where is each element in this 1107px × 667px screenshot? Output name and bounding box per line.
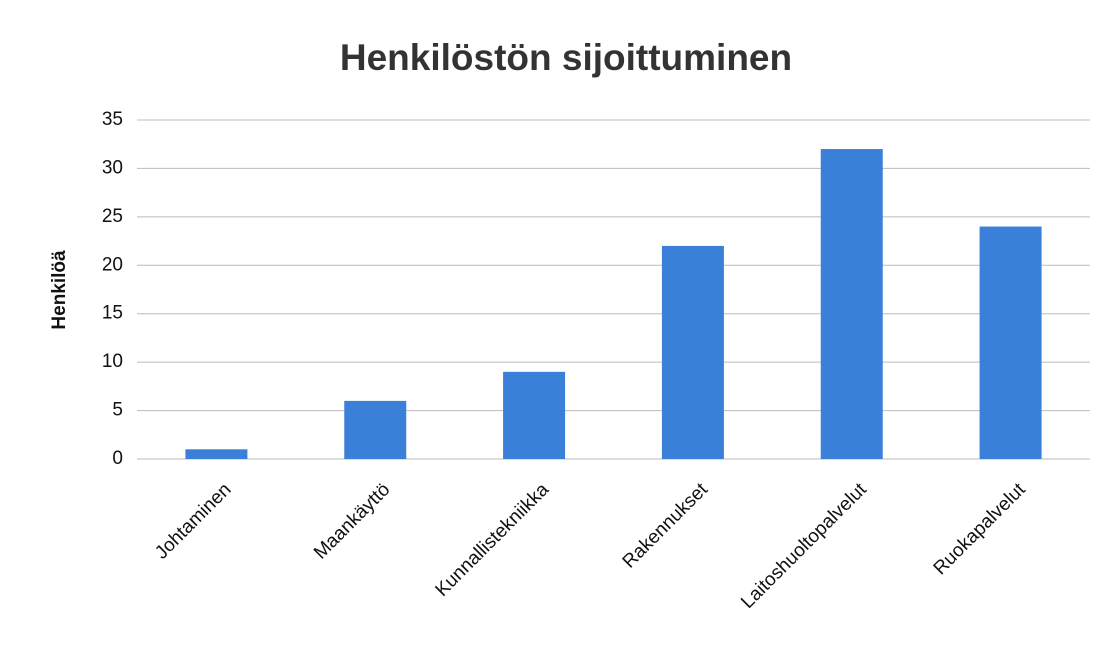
x-tick-label: Kunnallistekniikka xyxy=(432,479,554,601)
bar xyxy=(344,400,407,459)
y-tick-label: 30 xyxy=(102,157,123,178)
x-tick-label: Laitoshuoltopalvelut xyxy=(737,479,871,613)
y-tick-label: 5 xyxy=(112,400,123,421)
bar xyxy=(661,245,724,459)
x-tick-label: Maankäyttö xyxy=(310,479,394,563)
y-tick-label: 35 xyxy=(102,109,123,130)
y-axis-label: Henkilöä xyxy=(49,250,70,330)
y-tick-label: 20 xyxy=(102,254,123,275)
chart-title: Henkilöstön sijoittuminen xyxy=(340,37,792,78)
bar xyxy=(185,449,248,459)
y-tick-label: 10 xyxy=(102,351,123,372)
bar xyxy=(979,226,1042,459)
y-tick-label: 0 xyxy=(112,448,123,469)
x-tick-label: Rakennukset xyxy=(619,479,713,573)
x-tick-label: Johtaminen xyxy=(151,479,235,563)
x-tick-label: Ruokapalvelut xyxy=(930,479,1031,580)
y-tick-label: 25 xyxy=(102,206,123,227)
bar xyxy=(820,149,883,460)
y-tick-label: 15 xyxy=(102,303,123,324)
bar xyxy=(503,371,566,459)
